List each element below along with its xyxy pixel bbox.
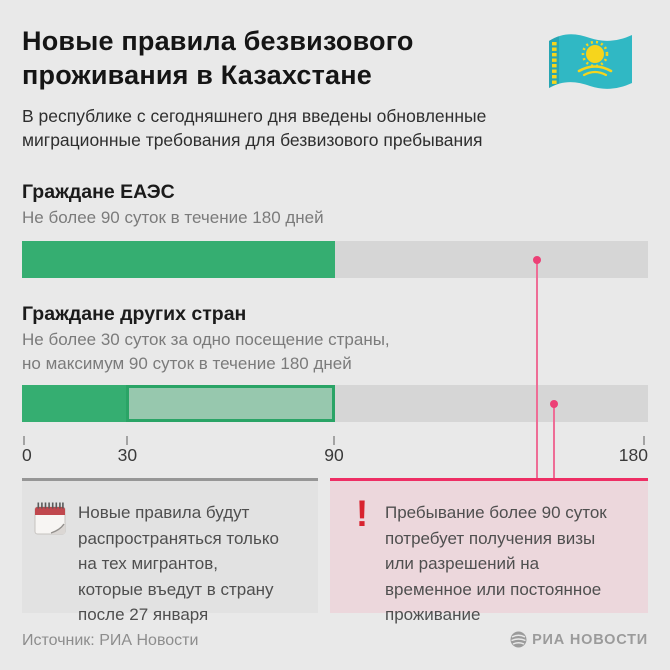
axis-tick [643, 436, 645, 445]
bar-segment [22, 241, 335, 278]
axis-tick [126, 436, 129, 445]
bar-eaes [22, 241, 648, 278]
axis-tick [23, 436, 25, 445]
note-over-90-days-text: Пребывание более 90 суток потребует полу… [385, 503, 607, 624]
exclamation-icon: ! [355, 493, 369, 534]
bar-segment [22, 385, 127, 422]
source-caption: Источник: РИА Новости [22, 632, 199, 649]
note-effective-date: Новые правила будут распространяться тол… [22, 478, 318, 624]
axis-tick-label: 180 [618, 445, 648, 465]
axis-tick-label: 90 [324, 445, 344, 465]
bar-other-countries [22, 385, 648, 422]
calendar-icon [34, 502, 66, 535]
axis-tick-label: 30 [117, 445, 138, 465]
subtitle: В республике с сегодняшнего дня введены … [22, 106, 487, 150]
series-1-description: Не более 90 суток в течение 180 дней [22, 208, 324, 227]
brand-logo: РИА НОВОСТИ [510, 631, 648, 648]
axis-tick-label: 0 [22, 445, 32, 465]
pointer-dot [550, 399, 559, 408]
note-over-90-days: ! Пребывание более 90 суток потребует по… [330, 478, 648, 624]
page-title: Новые правила безвизового проживания в К… [22, 26, 414, 90]
brand-logo-text: РИА НОВОСТИ [532, 631, 648, 648]
ria-globe-icon [510, 631, 527, 648]
pointer-line [553, 403, 556, 478]
bar-segment [126, 385, 335, 422]
series-2-description: Не более 30 суток за одно посещение стра… [22, 330, 390, 373]
kazakhstan-flag-icon [549, 34, 632, 89]
note-effective-date-text: Новые правила будут распространяться тол… [78, 503, 279, 624]
pointer-dot [533, 255, 542, 264]
series-1-label: Граждане ЕАЭС [22, 181, 175, 203]
pointer-line [536, 259, 539, 478]
series-2-label: Граждане других стран [22, 303, 247, 325]
axis-tick [333, 436, 335, 445]
